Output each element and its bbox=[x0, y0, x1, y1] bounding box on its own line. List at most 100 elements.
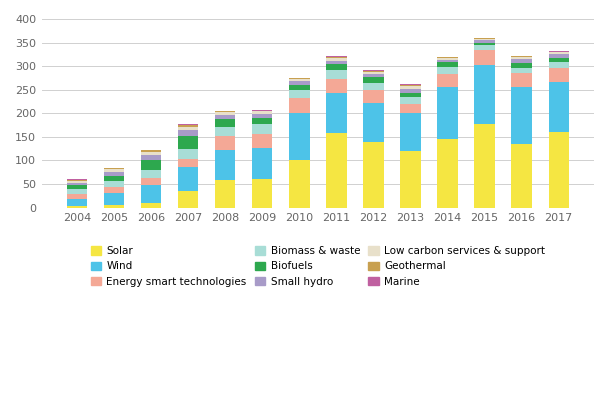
Bar bbox=[289, 160, 309, 208]
Bar bbox=[141, 178, 161, 186]
Bar bbox=[474, 43, 495, 45]
Bar bbox=[474, 50, 495, 65]
Bar bbox=[400, 86, 421, 89]
Bar bbox=[289, 90, 309, 98]
Bar bbox=[474, 40, 495, 43]
Bar bbox=[326, 133, 347, 208]
Bar bbox=[252, 110, 272, 112]
Bar bbox=[215, 119, 236, 127]
Bar bbox=[289, 78, 309, 79]
Bar bbox=[252, 114, 272, 117]
Bar bbox=[512, 73, 532, 87]
Bar bbox=[363, 90, 384, 103]
Bar bbox=[215, 115, 236, 119]
Bar bbox=[437, 67, 458, 74]
Bar bbox=[326, 56, 347, 57]
Bar bbox=[215, 150, 236, 180]
Bar bbox=[141, 150, 161, 152]
Bar bbox=[437, 74, 458, 87]
Bar bbox=[67, 193, 87, 199]
Bar bbox=[141, 186, 161, 203]
Bar bbox=[437, 58, 458, 59]
Bar bbox=[289, 85, 309, 90]
Bar bbox=[437, 139, 458, 208]
Bar bbox=[104, 169, 124, 172]
Bar bbox=[178, 124, 199, 125]
Bar bbox=[512, 56, 532, 57]
Bar bbox=[363, 74, 384, 77]
Bar bbox=[400, 104, 421, 113]
Bar bbox=[512, 68, 532, 73]
Bar bbox=[326, 93, 347, 133]
Bar bbox=[178, 130, 199, 136]
Bar bbox=[400, 89, 421, 93]
Bar bbox=[178, 125, 199, 127]
Bar bbox=[141, 160, 161, 170]
Bar bbox=[178, 191, 199, 208]
Bar bbox=[289, 81, 309, 85]
Bar bbox=[104, 172, 124, 176]
Legend: Solar, Wind, Energy smart technologies, Biomass & waste, Biofuels, Small hydro, : Solar, Wind, Energy smart technologies, … bbox=[88, 243, 548, 290]
Bar bbox=[252, 148, 272, 179]
Bar bbox=[512, 63, 532, 68]
Bar bbox=[67, 180, 87, 181]
Bar bbox=[252, 179, 272, 208]
Bar bbox=[400, 93, 421, 97]
Bar bbox=[363, 71, 384, 72]
Bar bbox=[363, 141, 384, 208]
Bar bbox=[512, 87, 532, 144]
Bar bbox=[549, 62, 569, 68]
Bar bbox=[289, 79, 309, 81]
Bar bbox=[400, 97, 421, 104]
Bar bbox=[474, 39, 495, 40]
Bar bbox=[512, 144, 532, 208]
Bar bbox=[289, 113, 309, 160]
Bar bbox=[67, 181, 87, 183]
Bar bbox=[104, 168, 124, 169]
Bar bbox=[474, 124, 495, 208]
Bar bbox=[215, 127, 236, 136]
Bar bbox=[252, 117, 272, 124]
Bar bbox=[67, 183, 87, 185]
Bar bbox=[474, 38, 495, 39]
Bar bbox=[104, 193, 124, 205]
Bar bbox=[178, 136, 199, 149]
Bar bbox=[400, 113, 421, 151]
Bar bbox=[363, 72, 384, 74]
Bar bbox=[326, 64, 347, 71]
Bar bbox=[104, 181, 124, 187]
Bar bbox=[104, 176, 124, 181]
Bar bbox=[141, 203, 161, 208]
Bar bbox=[549, 54, 569, 58]
Bar bbox=[437, 87, 458, 139]
Bar bbox=[363, 83, 384, 90]
Bar bbox=[141, 170, 161, 178]
Bar bbox=[549, 82, 569, 132]
Bar bbox=[178, 127, 199, 130]
Bar bbox=[512, 57, 532, 59]
Bar bbox=[363, 77, 384, 83]
Bar bbox=[67, 189, 87, 193]
Bar bbox=[326, 79, 347, 93]
Bar bbox=[326, 58, 347, 61]
Bar bbox=[215, 136, 236, 150]
Bar bbox=[104, 167, 124, 168]
Bar bbox=[104, 205, 124, 208]
Bar bbox=[437, 57, 458, 58]
Bar bbox=[67, 206, 87, 208]
Bar bbox=[215, 180, 236, 208]
Bar bbox=[67, 199, 87, 206]
Bar bbox=[512, 59, 532, 63]
Bar bbox=[215, 112, 236, 115]
Bar bbox=[549, 50, 569, 52]
Bar bbox=[549, 132, 569, 208]
Bar bbox=[178, 149, 199, 159]
Bar bbox=[549, 68, 569, 82]
Bar bbox=[326, 57, 347, 58]
Bar bbox=[400, 151, 421, 208]
Bar bbox=[549, 52, 569, 54]
Bar bbox=[400, 85, 421, 86]
Bar bbox=[67, 179, 87, 180]
Bar bbox=[252, 112, 272, 114]
Bar bbox=[474, 65, 495, 124]
